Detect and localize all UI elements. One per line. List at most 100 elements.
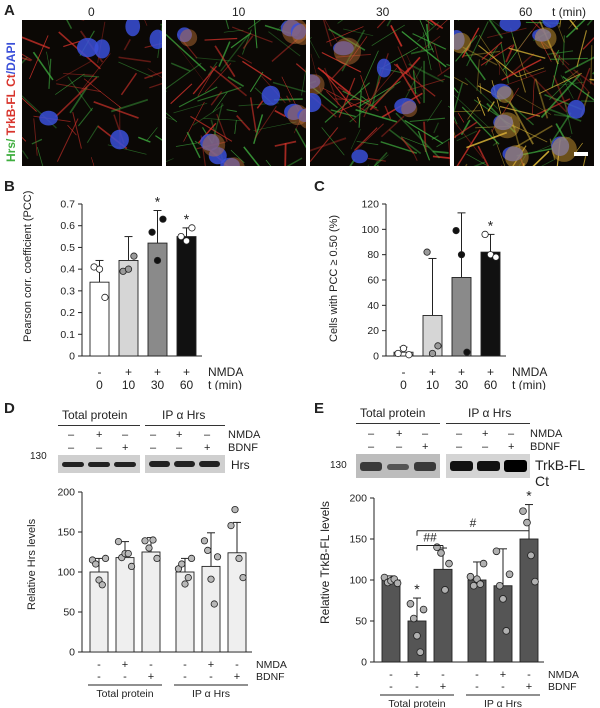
- data-point: [434, 342, 442, 350]
- neurite: [454, 120, 484, 159]
- dapi-nucleus: [94, 39, 110, 59]
- neurite: [326, 91, 357, 123]
- neurite: [236, 114, 251, 131]
- neurite: [253, 121, 297, 131]
- neurite: [197, 86, 242, 102]
- data-point: [393, 579, 402, 588]
- neurite: [294, 128, 306, 149]
- neurite: [249, 71, 264, 93]
- neurite: [479, 83, 482, 94]
- cell-body: [494, 112, 521, 139]
- neurite: [539, 21, 559, 65]
- neurite: [404, 119, 444, 144]
- neurite: [118, 61, 153, 78]
- neurite: [465, 51, 486, 81]
- dapi-nucleus: [177, 27, 192, 43]
- y-tick-label: 100: [349, 575, 367, 587]
- neurite: [582, 36, 594, 50]
- neurite: [462, 46, 498, 66]
- neurite: [454, 94, 490, 129]
- y-tick-label: 0.6: [60, 220, 75, 232]
- group-label-total: Total protein: [96, 688, 153, 700]
- data-point: [399, 344, 408, 352]
- y-tick-label: 40: [367, 300, 379, 312]
- neurite: [374, 154, 389, 166]
- neurite: [448, 141, 450, 165]
- neurite: [424, 20, 434, 26]
- neurite: [175, 43, 205, 83]
- significance-mark: *: [414, 581, 420, 597]
- neurite: [110, 98, 149, 113]
- y-tick-label: 0.7: [60, 199, 75, 211]
- neurite: [83, 75, 100, 78]
- data-point: [182, 237, 191, 245]
- neurite: [580, 100, 594, 102]
- d-blot-total-strip: [58, 455, 140, 473]
- d-band-label: Hrs: [231, 458, 250, 472]
- neurite: [331, 63, 347, 79]
- nmda-sign: +: [429, 365, 436, 379]
- neurite: [534, 78, 549, 119]
- neurite: [220, 34, 250, 72]
- neurite: [216, 113, 228, 142]
- neurite: [560, 74, 574, 99]
- neurite: [223, 29, 244, 33]
- bdnf-sign: -: [209, 671, 213, 683]
- neurite: [310, 39, 320, 59]
- neurite: [144, 71, 162, 80]
- neurite: [420, 35, 441, 51]
- cell-body: [496, 86, 514, 103]
- neurite: [48, 58, 52, 89]
- neurite: [33, 118, 38, 156]
- neurite: [516, 94, 552, 115]
- neurite: [359, 50, 379, 93]
- neurite: [360, 67, 398, 112]
- neurite: [508, 47, 546, 59]
- cell-body: [454, 32, 471, 54]
- neurite: [166, 33, 207, 72]
- neurite: [457, 112, 465, 123]
- neurite: [464, 77, 499, 110]
- bdnf-sign: +: [526, 681, 532, 693]
- neurite: [166, 112, 178, 123]
- bdnf-sign: -: [183, 671, 187, 683]
- neurite: [56, 118, 79, 162]
- stain-trkb-label: TrkB-FL Ct: [4, 74, 18, 139]
- data-point: [124, 550, 132, 558]
- cell-body: [310, 74, 325, 95]
- time-row-label: t (min): [512, 378, 546, 390]
- significance-mark: *: [184, 211, 190, 227]
- neurite: [473, 161, 486, 166]
- neurite: [249, 97, 257, 133]
- neurite: [436, 138, 450, 148]
- neurite: [518, 154, 525, 166]
- neurite: [386, 20, 392, 27]
- neurite: [72, 112, 82, 149]
- neurite: [253, 20, 258, 49]
- neurite: [276, 20, 287, 31]
- neurite: [407, 82, 422, 99]
- data-point: [148, 228, 156, 236]
- data-point: [92, 560, 100, 568]
- neurite: [454, 121, 478, 139]
- neurite: [214, 45, 236, 78]
- d-blot-bdnf-label: BDNF: [228, 442, 258, 454]
- neurite: [175, 142, 197, 147]
- neurite: [330, 109, 356, 118]
- neurite: [310, 137, 347, 152]
- data-point: [405, 351, 413, 359]
- neurite: [212, 91, 228, 113]
- neurite: [505, 44, 515, 63]
- dapi-nucleus: [567, 99, 586, 119]
- neurite: [253, 114, 264, 145]
- neurite: [409, 117, 445, 123]
- dapi-nucleus: [290, 23, 306, 40]
- nmda-sign: +: [183, 365, 190, 379]
- neurite: [322, 20, 332, 47]
- dapi-nucleus: [532, 28, 552, 42]
- neurite: [63, 73, 95, 76]
- y-tick-label: 80: [367, 249, 379, 261]
- data-point: [466, 572, 475, 581]
- bar: [227, 552, 247, 653]
